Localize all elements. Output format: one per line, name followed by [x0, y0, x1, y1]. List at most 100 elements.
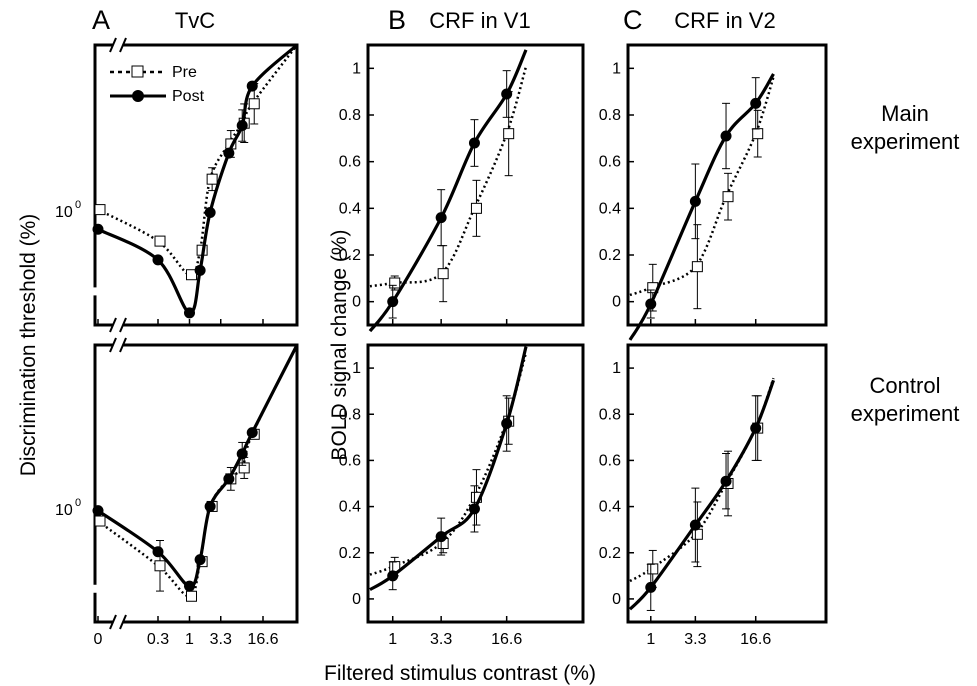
y-axis-break-gap — [89, 287, 101, 296]
post-marker — [435, 531, 447, 543]
post-marker — [223, 473, 235, 485]
post-marker — [152, 546, 164, 558]
post-curve — [628, 379, 775, 611]
post-marker — [223, 147, 235, 159]
axis-break-gap-top — [113, 39, 123, 51]
pre-marker — [238, 462, 250, 474]
x-tick-label: 0.3 — [147, 631, 169, 648]
post-marker — [645, 581, 657, 593]
axis-break-gap-bottom — [113, 616, 123, 628]
plot-frame — [93, 43, 299, 327]
panel-crf-v1-main: 0 0.2 0.4 0.6 0.8 1 — [339, 43, 585, 333]
row-label-main-1: Main — [881, 101, 929, 126]
axis-break-mark — [109, 317, 117, 333]
x-tick-label: 1 — [388, 631, 397, 648]
axis-break-gap-bottom — [113, 319, 123, 331]
post-marker — [468, 137, 480, 149]
pre-curve — [97, 44, 298, 276]
legend: Pre Post — [110, 64, 205, 105]
pre-marker — [154, 235, 166, 247]
pre-marker — [206, 173, 218, 185]
y-tick-label: 10 — [55, 502, 73, 519]
post-marker — [152, 254, 164, 266]
axis-break-gap-top — [113, 339, 123, 351]
post-marker — [750, 422, 762, 434]
plot-frame — [366, 343, 585, 624]
y-tick-label: 0.8 — [599, 107, 621, 124]
x-tick-label: 1 — [646, 631, 655, 648]
post-marker — [204, 500, 216, 512]
axis-break-mark — [119, 337, 127, 353]
y-tick-label: 1 — [352, 60, 361, 77]
pre-marker — [691, 528, 703, 540]
plot-frame — [93, 343, 299, 624]
post-marker — [435, 212, 447, 224]
post-marker — [92, 505, 104, 517]
y-tick-label: 0 — [352, 294, 361, 311]
pre-curve — [369, 352, 528, 576]
axis-break-mark — [109, 37, 117, 53]
y-tick-label: 0.6 — [599, 154, 621, 171]
pre-marker — [722, 191, 734, 203]
xlabel: Filtered stimulus contrast (%) — [324, 662, 596, 685]
y-tick-label: 0.6 — [599, 452, 621, 469]
post-marker — [183, 580, 195, 592]
post-curve — [369, 346, 528, 591]
y-tick-label: 0 — [352, 591, 361, 608]
y-tick-label: 1 — [352, 360, 361, 377]
post-marker — [689, 519, 701, 531]
post-marker — [689, 195, 701, 207]
pre-marker — [389, 277, 401, 289]
x-tick-label: 1 — [185, 631, 194, 648]
axis-break-mark — [119, 614, 127, 630]
pre-marker — [437, 268, 449, 280]
row-label-main-2: experiment — [851, 129, 960, 154]
y-tick-label: 0.2 — [599, 545, 621, 562]
row-label-control-2: experiment — [851, 401, 960, 426]
panel-tvc-control: 10 00 0.3 1 3.3 16.6 — [55, 337, 299, 648]
post-marker — [236, 120, 248, 132]
pre-marker — [94, 204, 106, 216]
y-tick-label: 0.2 — [339, 247, 361, 264]
y-tick-label: 0.2 — [339, 545, 361, 562]
x-tick-label: 3.3 — [210, 631, 232, 648]
pre-marker — [154, 560, 166, 572]
post-marker — [387, 570, 399, 582]
ylabel-crf: BOLD signal change (%) — [328, 229, 351, 460]
post-marker — [720, 130, 732, 142]
y-tick-label: 0.8 — [599, 406, 621, 423]
pre-marker — [94, 515, 106, 527]
post-marker — [468, 503, 480, 515]
y-tick-label: 0.8 — [339, 406, 361, 423]
pre-marker — [248, 98, 260, 110]
pre-marker — [185, 269, 197, 281]
y-tick-label: 0.2 — [599, 247, 621, 264]
post-marker — [720, 475, 732, 487]
plot-frame — [626, 343, 828, 624]
y-tick-label: 0 — [612, 591, 621, 608]
panel-crf-v2-main: 0 0.2 0.4 0.6 0.8 1 — [599, 43, 828, 341]
y-tick-label: 0.4 — [599, 200, 621, 217]
post-marker — [645, 298, 657, 310]
pre-marker — [691, 261, 703, 273]
pre-marker — [503, 128, 515, 140]
panel-crf-v2-control: 0 0.2 0.4 0.6 0.8 1 1 3.3 16.6 — [599, 343, 828, 648]
y-tick-label: 0 — [612, 294, 621, 311]
y-tick-label: 1 — [612, 360, 621, 377]
y-axis-break-gap — [89, 584, 101, 593]
pre-marker — [647, 563, 659, 575]
legend-pre-label: Pre — [172, 64, 197, 81]
post-marker — [204, 206, 216, 218]
post-marker — [246, 427, 258, 439]
x-tick-label: 3.3 — [430, 631, 452, 648]
legend-pre-marker — [131, 65, 144, 78]
title-crf-v2: CRF in V2 — [674, 8, 775, 33]
panel-letter-b: B — [388, 5, 406, 35]
x-tick-label: 16.6 — [247, 631, 278, 648]
post-marker — [183, 307, 195, 319]
y-tick-label: 0.4 — [339, 200, 361, 217]
post-marker — [387, 296, 399, 308]
post-marker — [236, 448, 248, 460]
y-tick-label-exponent: 0 — [75, 199, 81, 211]
